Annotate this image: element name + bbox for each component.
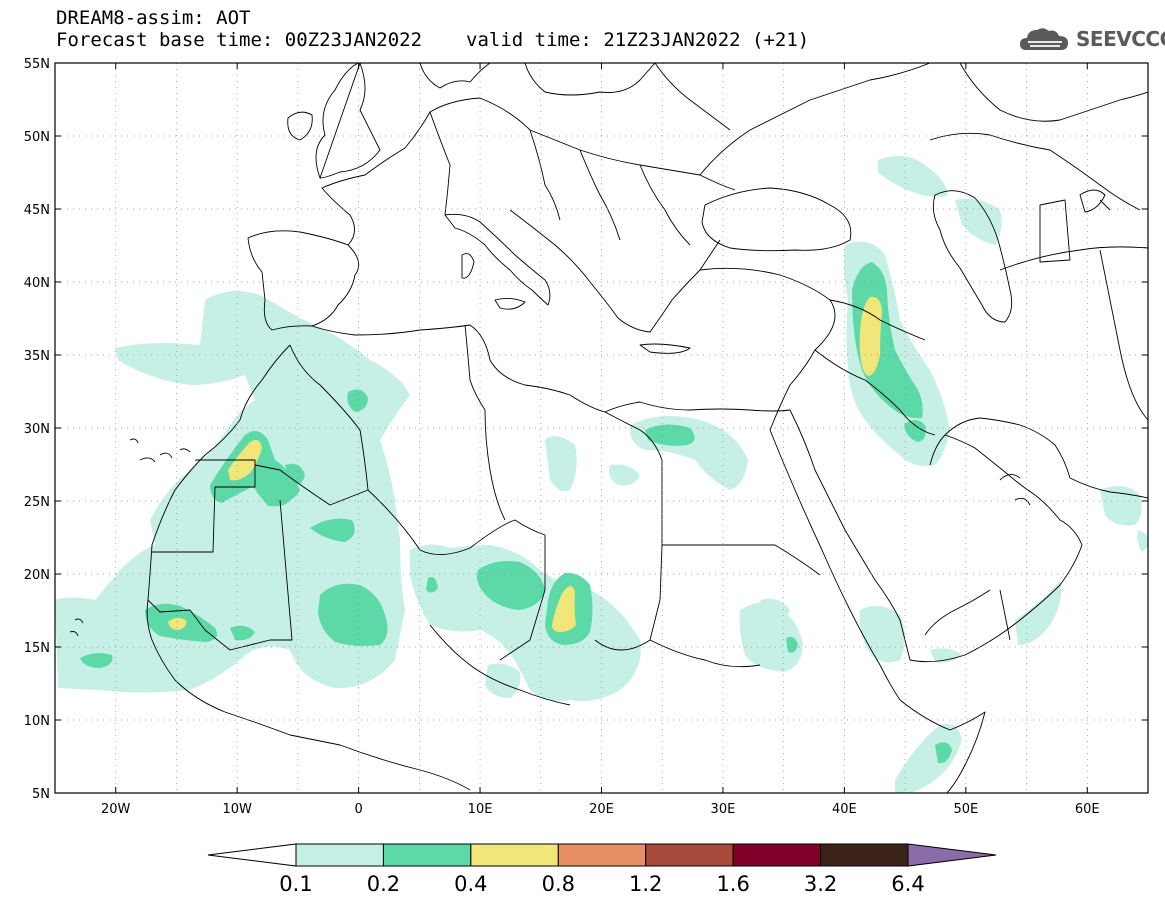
colorbar-label: 6.4 [891,872,924,896]
colorbar-under-triangle [207,843,297,867]
lat-label: 10N [24,714,50,729]
colorbar-segment [732,843,822,867]
colorbar-segment [295,843,384,867]
colorbar-label: 1.6 [716,872,749,896]
lat-label: 45N [24,203,50,218]
seevccc-logo: SEEVCCC [1018,22,1165,58]
lat-label: 15N [24,641,50,656]
lat-label: 25N [24,495,50,510]
lon-label: 0 [354,802,362,817]
lat-label: 55N [24,57,50,72]
lat-label: 50N [24,130,50,145]
colorbar-label: 0.4 [454,872,487,896]
lon-label: 60E [1075,802,1100,817]
map-title: DREAM8-assim: AOT [56,7,251,29]
lon-label: 20W [101,802,131,817]
colorbar-label: 3.2 [804,872,837,896]
colorbar: 0.1 0.2 0.4 0.8 1.2 1.6 3.2 6.4 [207,843,997,896]
graticule [55,63,1148,793]
colorbar-segment [470,843,559,867]
time-info: Forecast base time: 00Z23JAN2022 valid ti… [56,29,809,51]
longitude-labels: 20W 10W 0 10E 20E 30E 40E 50E 60E [101,802,1100,817]
lon-label: 10E [468,802,493,817]
lat-label: 35N [24,349,50,364]
colorbar-segment [820,843,909,867]
cloud-icon [1020,28,1068,50]
colorbar-segment [645,843,734,867]
latitude-labels: 55N 50N 45N 40N 35N 30N 25N 20N 15N 10N 5N [24,57,50,802]
lat-label: 40N [24,276,50,291]
colorbar-label: 0.1 [279,872,312,896]
valid-time: valid time: 21Z23JAN2022 (+21) [466,29,810,51]
axis-ticks [55,62,1148,794]
coastlines-borders [69,63,1148,793]
colorbar-label: 0.8 [542,872,575,896]
lon-label: 10W [222,802,252,817]
lat-label: 30N [24,422,50,437]
lat-label: 5N [32,787,50,802]
colorbar-label: 1.2 [629,872,662,896]
logo-text: SEEVCCC [1076,27,1165,51]
lon-label: 30E [711,802,736,817]
lon-label: 20E [589,802,614,817]
colorbar-segment [557,843,647,867]
base-time: Forecast base time: 00Z23JAN2022 [56,29,423,51]
colorbar-label: 0.2 [367,872,400,896]
colorbar-over-triangle [907,843,997,867]
lon-label: 50E [953,802,978,817]
lat-label: 20N [24,568,50,583]
lon-label: 40E [832,802,857,817]
colorbar-segment [382,843,472,867]
